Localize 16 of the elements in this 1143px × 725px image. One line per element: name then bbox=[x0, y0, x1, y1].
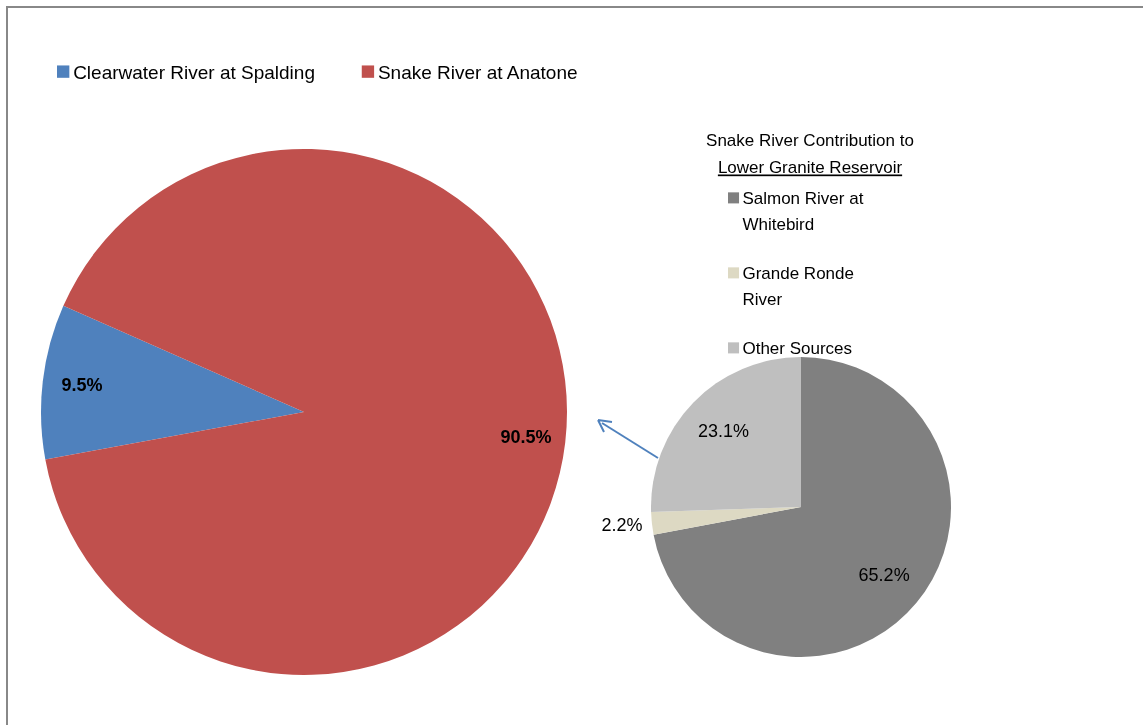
data-label: 23.1% bbox=[697, 420, 749, 441]
pie-slice bbox=[651, 357, 801, 512]
pie-slice bbox=[653, 357, 951, 657]
legend-label: Clearwater River at Spalding bbox=[73, 62, 315, 84]
data-label: 2.2% bbox=[601, 515, 643, 536]
data-label: 90.5% bbox=[500, 426, 552, 447]
legend-label: Salmon River at Whitebird bbox=[742, 189, 864, 234]
pie-slice bbox=[41, 305, 304, 460]
legend-label: Other Sources bbox=[742, 339, 853, 359]
chart-title: Snake River Contribution to Lower Granite Reservoir bbox=[706, 131, 914, 178]
data-label: 9.5% bbox=[61, 374, 103, 395]
pie-slice bbox=[651, 507, 801, 535]
data-label: 65.2% bbox=[858, 564, 910, 585]
legend-label: Grande Ronde River bbox=[742, 264, 854, 309]
legend-label: Snake River at Anatone bbox=[377, 62, 578, 84]
pie-slice bbox=[45, 149, 567, 675]
